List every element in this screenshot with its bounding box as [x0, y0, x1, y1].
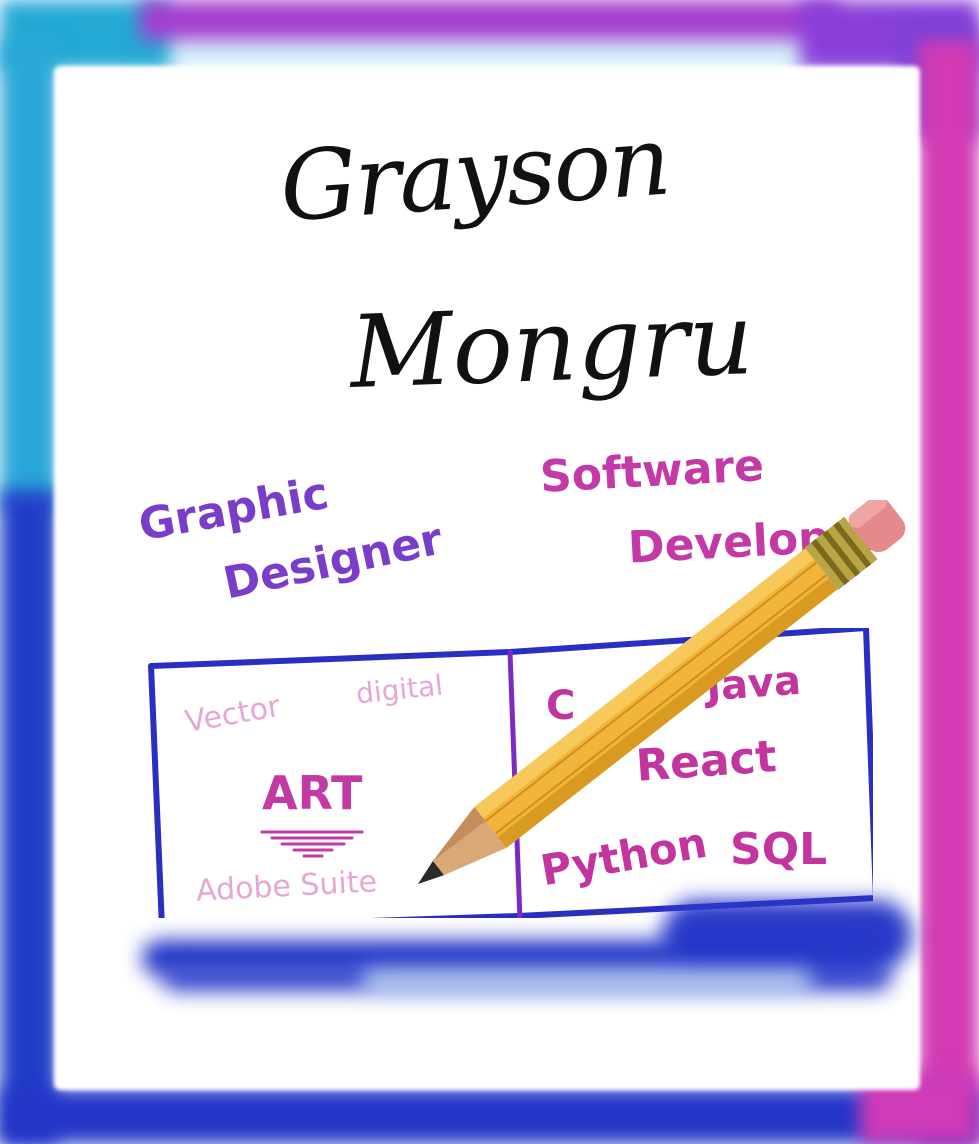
- role-software-line1: Software: [538, 440, 766, 503]
- frame-right: [918, 40, 979, 1144]
- skill-art: ART: [262, 766, 363, 820]
- watercolor-smear: [142, 900, 912, 1010]
- frame-left-lower: [0, 490, 58, 1144]
- name-first: Grayson: [276, 104, 673, 244]
- frame-top: [140, 0, 840, 40]
- skill-c: C: [546, 683, 576, 729]
- art-underline-scribble: [260, 830, 364, 858]
- skill-sql: SQL: [730, 824, 828, 875]
- name-last: Mongru: [348, 279, 756, 412]
- pencil-icon: [418, 500, 906, 884]
- frame-left-upper: [0, 40, 58, 510]
- smear-blob: [362, 970, 812, 994]
- frame-bottom: [0, 1088, 979, 1144]
